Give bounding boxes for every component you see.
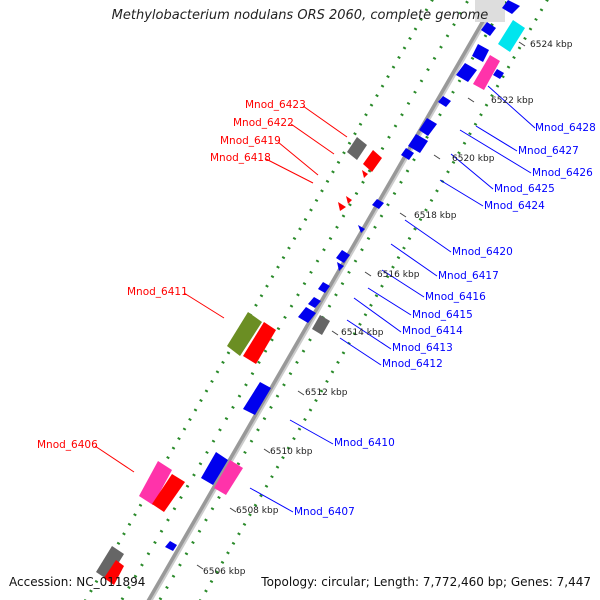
- gene-mnod-6417[interactable]: [336, 250, 350, 263]
- genome-title: Methylobacterium nodulans ORS 2060, comp…: [111, 8, 489, 23]
- gene-mnod-6414[interactable]: [308, 297, 321, 308]
- gene-mnod-6416[interactable]: [337, 262, 344, 271]
- gene-mnod-6419[interactable]: [362, 170, 368, 178]
- gene-mnod-6410[interactable]: [243, 382, 271, 415]
- kbp-label-6516: 6516 kbp: [377, 270, 420, 280]
- kbp-label-6508: 6508 kbp: [236, 506, 279, 516]
- accession-label: Accession:: [9, 575, 73, 589]
- accession-value: NC_011894: [76, 575, 146, 589]
- gene-mnod-6418b[interactable]: [338, 202, 346, 211]
- kbp-label-6522: 6522 kbp: [491, 96, 534, 106]
- gene-mnod-6426b[interactable]: [408, 134, 428, 153]
- genome-summary: Topology: circular; Length: 7,772,460 bp…: [261, 575, 591, 589]
- gene-label-mnod-6407[interactable]: Mnod_6407: [294, 506, 355, 518]
- kbp-label-6520: 6520 kbp: [452, 154, 495, 164]
- gene-mnod-6423[interactable]: [347, 137, 367, 160]
- accession-info: Accession: NC_011894: [9, 575, 145, 589]
- top-shade: [475, 0, 505, 22]
- gene-mnod-6412[interactable]: [312, 315, 330, 335]
- gene-label-mnod-6422[interactable]: Mnod_6422: [233, 117, 294, 129]
- topology-label: Topology:: [261, 575, 318, 589]
- kbp-label-6506: 6506 kbp: [203, 567, 246, 577]
- gene-mnod-6415[interactable]: [318, 282, 330, 293]
- topology-text: circular: [321, 575, 366, 589]
- gene-label-mnod-6416[interactable]: Mnod_6416: [425, 291, 486, 303]
- gene-mnod-6407-blue[interactable]: [201, 452, 228, 485]
- gene-blue-top-1[interactable]: [502, 0, 520, 14]
- gene-label-mnod-6417[interactable]: Mnod_6417: [438, 270, 499, 282]
- leader-lines-right: [249, 85, 536, 513]
- kbp-label-6524: 6524 kbp: [530, 40, 573, 50]
- gene-blue-top-3[interactable]: [472, 44, 489, 62]
- gene-mnod-6407-pink[interactable]: [214, 460, 243, 495]
- gene-mnod-6418a[interactable]: [346, 196, 352, 204]
- gene-group-left-strand: [96, 137, 382, 585]
- kbp-label-6510: 6510 kbp: [270, 447, 313, 457]
- gene-label-mnod-6419[interactable]: Mnod_6419: [220, 135, 281, 147]
- genes-label: Genes:: [510, 575, 553, 589]
- gene-blue-bottom[interactable]: [165, 541, 177, 551]
- gene-mnod-6411-olive[interactable]: [227, 312, 262, 356]
- gene-label-mnod-6406[interactable]: Mnod_6406: [37, 439, 98, 451]
- gene-label-mnod-6420[interactable]: Mnod_6420: [452, 246, 513, 258]
- kbp-label-6512: 6512 kbp: [305, 388, 348, 398]
- leader-lines-left: [94, 105, 348, 473]
- genome-backbone-shadow: [150, 0, 500, 600]
- gene-blue-top-2[interactable]: [481, 22, 496, 36]
- gene-label-mnod-6426[interactable]: Mnod_6426: [532, 167, 593, 179]
- gene-mnod-6427[interactable]: [438, 96, 451, 107]
- kbp-label-6518: 6518 kbp: [414, 211, 457, 221]
- gene-label-mnod-6428[interactable]: Mnod_6428: [535, 122, 596, 134]
- gene-label-mnod-6423[interactable]: Mnod_6423: [245, 99, 306, 111]
- length-text: 7,772,460 bp: [422, 575, 503, 589]
- gene-label-mnod-6427[interactable]: Mnod_6427: [518, 145, 579, 157]
- gene-label-mnod-6411[interactable]: Mnod_6411: [127, 286, 188, 298]
- gene-mnod-6424[interactable]: [372, 199, 384, 209]
- gene-label-mnod-6412[interactable]: Mnod_6412: [382, 358, 443, 370]
- length-label: Length:: [373, 575, 420, 589]
- gene-mnod-6420[interactable]: [358, 225, 365, 233]
- gene-label-mnod-6424[interactable]: Mnod_6424: [484, 200, 545, 212]
- gene-mnod-6426a[interactable]: [419, 118, 437, 136]
- gene-mnod-6428-pink[interactable]: [473, 55, 500, 90]
- gene-label-mnod-6410[interactable]: Mnod_6410: [334, 437, 395, 449]
- gene-mnod-6406-pink[interactable]: [139, 461, 172, 505]
- gene-label-mnod-6413[interactable]: Mnod_6413: [392, 342, 453, 354]
- gene-mnod-6406-red[interactable]: [152, 474, 185, 512]
- gene-blue-top-4[interactable]: [456, 63, 477, 82]
- kbp-tick-marks: [196, 41, 526, 570]
- gene-mnod-6425[interactable]: [401, 148, 414, 160]
- gene-mnod-6411-red[interactable]: [243, 322, 276, 364]
- kbp-label-6514: 6514 kbp: [341, 328, 384, 338]
- gene-mnod-6413[interactable]: [298, 307, 316, 323]
- gene-label-mnod-6418[interactable]: Mnod_6418: [210, 152, 271, 164]
- length-value: 7,772,460 bp;: [422, 575, 508, 589]
- genome-backbone: [146, 0, 498, 600]
- gene-red-bottom[interactable]: [104, 560, 124, 585]
- topology-value: circular;: [321, 575, 370, 589]
- gene-label-mnod-6415[interactable]: Mnod_6415: [412, 309, 473, 321]
- gene-group-right-strand: [165, 0, 525, 551]
- gene-mnod-6422[interactable]: [363, 150, 382, 172]
- gene-blue-top-5[interactable]: [493, 69, 504, 79]
- genes-value: 7,447: [556, 575, 591, 589]
- gene-label-mnod-6425[interactable]: Mnod_6425: [494, 183, 555, 195]
- gene-gray-bottom[interactable]: [96, 546, 124, 580]
- gene-cyan-top[interactable]: [498, 20, 525, 52]
- gene-label-mnod-6414[interactable]: Mnod_6414: [402, 325, 463, 337]
